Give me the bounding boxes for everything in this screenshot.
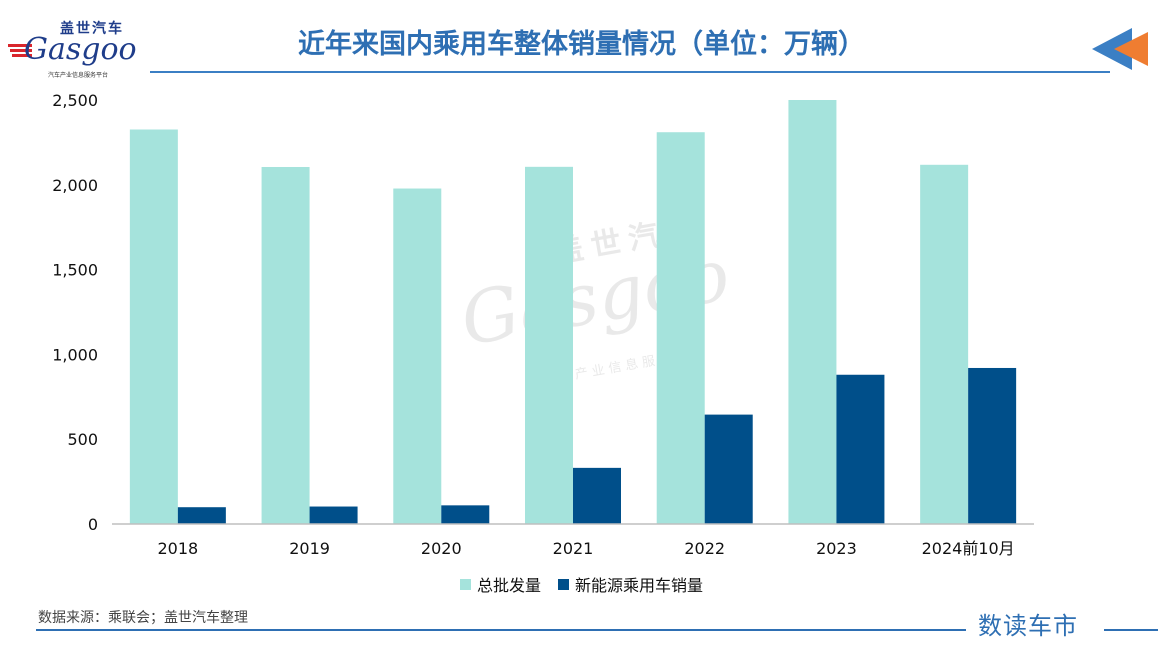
legend-label-series-1: 总批发量 [476, 576, 541, 595]
bar-series-1-2 [393, 188, 442, 525]
legend-item-series-1: 总批发量 [459, 572, 541, 596]
y-tick-label: 2,500 [52, 91, 98, 110]
bar-series-2-1 [309, 506, 358, 524]
logo-cn-text: 盖世汽车 [60, 21, 124, 37]
legend-label-series-2: 新能源乘用车销量 [575, 576, 704, 595]
bar-series-2-5 [836, 374, 885, 524]
legend-item-series-2: 新能源乘用车销量 [558, 572, 703, 596]
page-title: 近年来国内乘用车整体销量情况（单位：万辆） [298, 29, 865, 60]
bar-series-2-3 [573, 467, 621, 524]
footer-brand: 数读车市 [978, 612, 1078, 640]
bar-series-2-4 [704, 414, 753, 524]
x-tick-label: 2022 [684, 539, 725, 558]
bar-series-1-1 [261, 166, 310, 524]
bar-series-1-6 [920, 164, 969, 524]
x-tick-label: 2024前10月 [922, 539, 1015, 558]
bar-series-1-3 [525, 166, 573, 525]
y-tick-label: 500 [67, 430, 98, 449]
footer-divider-right [1104, 629, 1158, 631]
chart-legend: 总批发量 新能源乘用车销量 [0, 572, 1163, 596]
y-tick-label: 2,000 [52, 176, 98, 195]
legend-swatch-series-2 [558, 578, 570, 590]
x-tick-label: 2023 [816, 539, 857, 558]
y-tick-label: 1,000 [52, 345, 98, 364]
bar-series-1-0 [129, 129, 178, 524]
logo-en-text: Gasgoo [24, 32, 137, 67]
corner-arrows-icon [1092, 28, 1148, 70]
footer-divider-left [36, 629, 966, 631]
logo-stripes-icon [8, 44, 32, 57]
bar-series-1-5 [788, 100, 837, 524]
x-tick-label: 2018 [157, 539, 198, 558]
bar-series-2-2 [441, 505, 490, 524]
bar-series-2-0 [177, 507, 226, 524]
x-tick-label: 2020 [421, 539, 462, 558]
gasgoo-logo: 盖世汽车 Gasgoo 汽车产业信息服务平台 [8, 18, 148, 80]
y-tick-label: 0 [88, 515, 98, 534]
bar-series-1-4 [656, 132, 705, 524]
bar-series-2-6 [968, 367, 1017, 524]
logo-tagline: 汽车产业信息服务平台 [48, 72, 109, 79]
x-tick-label: 2021 [553, 539, 594, 558]
data-source-note: 数据来源：乘联会；盖世汽车整理 [38, 610, 248, 626]
y-tick-label: 1,500 [52, 261, 98, 280]
title-divider [150, 71, 1110, 73]
legend-swatch-series-1 [459, 578, 471, 590]
x-tick-label: 2019 [289, 539, 330, 558]
